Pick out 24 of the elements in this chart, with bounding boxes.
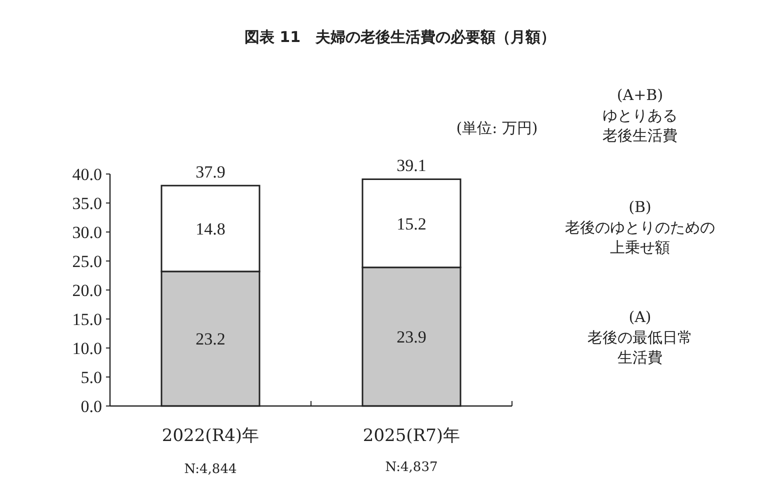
y-tick-label: 40.0 (72, 165, 102, 184)
y-tick-label: 35.0 (72, 194, 102, 213)
data-label: 23.9 (396, 328, 426, 347)
x-tick-label: 2025(R7)年 (362, 426, 460, 446)
text: (A+B) ゆとりある老後生活費 (602, 86, 678, 144)
data-label: 15.2 (396, 214, 426, 234)
total-label: 37.9 (196, 162, 226, 182)
chart-title: 図表 11 夫婦の老後生活費の必要額（月額） (244, 28, 556, 46)
data-label: 14.8 (196, 220, 226, 239)
y-tick-label: 0.0 (80, 397, 102, 416)
text: (単位: 万円) (456, 119, 538, 137)
y-tick-label: 25.0 (72, 252, 102, 271)
y-tick-label: 20.0 (72, 281, 102, 300)
data-label: 23.2 (196, 330, 226, 349)
total-label: 39.1 (396, 156, 426, 176)
y-tick-label: 30.0 (72, 223, 102, 242)
text: (B) 老後のゆとりのための上乗せ額 (565, 198, 715, 256)
text: (A) 老後の最低日常生活費 (588, 308, 692, 366)
text: N:4,844 (184, 462, 237, 477)
x-tick-label: 2022(R4)年 (162, 426, 260, 446)
y-tick-label: 10.0 (72, 339, 102, 358)
y-tick-label: 5.0 (80, 368, 102, 387)
y-tick-label: 15.0 (72, 310, 102, 329)
text: N:4,837 (385, 460, 438, 475)
